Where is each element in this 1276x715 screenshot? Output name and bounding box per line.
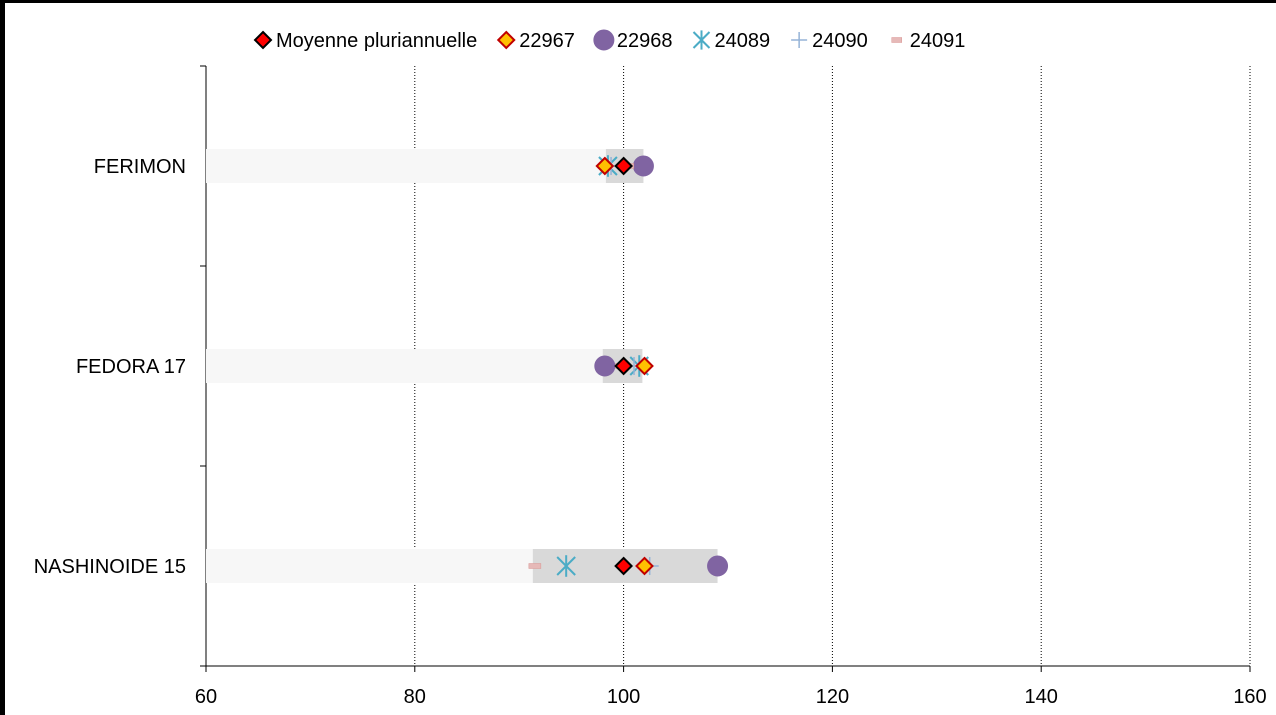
category-label-fedora-17: FEDORA 17 [76,356,186,378]
legend-marker-22967 [496,30,516,50]
baseline-bar [206,349,603,383]
point-moyenne-pluriannuelle-fedora-17 [614,356,634,376]
point-22968-nashinoide-15 [707,555,729,577]
point-24091-nashinoide-15 [528,563,542,569]
legend-label-22968: 22968 [617,30,673,52]
legend-marker-24090 [791,32,808,48]
point-22967-nashinoide-15 [635,556,654,576]
x-tick-label: 140 [1025,686,1058,708]
category-label-nashinoide-15: NASHINOIDE 15 [34,556,186,578]
baseline-bar [206,549,533,583]
point-22968-ferimon [632,155,654,177]
x-tick-label: 60 [195,686,217,708]
legend-label-24089: 24089 [715,30,771,52]
x-tick-label: 100 [607,686,640,708]
category-label-ferimon: FERIMON [94,156,186,178]
legend-marker-22968 [593,29,615,51]
x-tick-label: 80 [404,686,426,708]
point-22967-fedora-17 [635,356,654,376]
legend-marker-moyenne-pluriannuelle [253,30,273,50]
point-22968-fedora-17 [594,355,616,377]
point-moyenne-pluriannuelle-ferimon [614,156,634,176]
point-24089-nashinoide-15 [556,555,576,577]
x-tick-label: 120 [816,686,849,708]
x-tick-label: 160 [1233,686,1266,708]
baseline-bar [206,149,606,183]
legend-label-22967: 22967 [519,30,575,52]
legend-label-moyenne-pluriannuelle: Moyenne pluriannuelle [276,30,477,52]
legend-marker-24091 [891,37,902,43]
legend-label-24090: 24090 [812,30,868,52]
legend-marker-24089 [692,30,711,50]
point-moyenne-pluriannuelle-nashinoide-15 [614,556,634,576]
legend-label-24091: 24091 [910,30,966,52]
point-22967-ferimon [595,156,615,176]
